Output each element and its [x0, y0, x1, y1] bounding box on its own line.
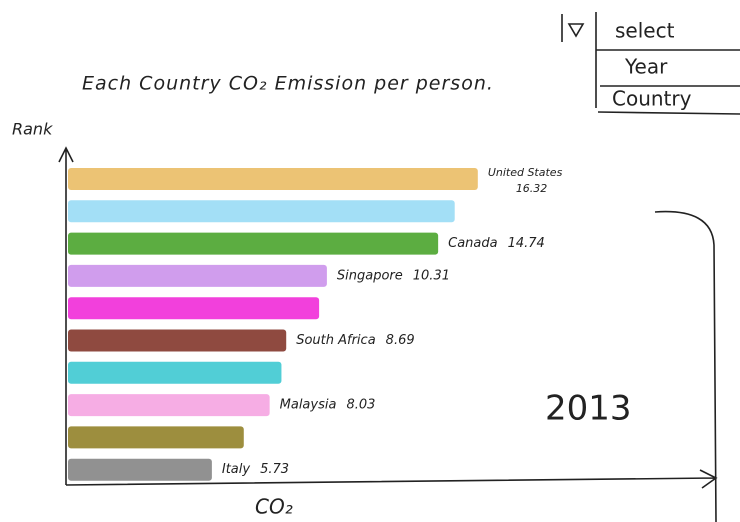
bar-label: Singapore — [337, 268, 403, 283]
value-label: 8.03 — [346, 398, 375, 413]
select-option[interactable]: Country — [612, 87, 692, 111]
year-annotation: 2013 — [545, 389, 632, 429]
value-label: 16.32 — [516, 182, 548, 195]
bar — [68, 232, 439, 255]
bar-label: Canada — [448, 236, 498, 251]
value-label: 10.31 — [413, 268, 450, 283]
bar — [68, 200, 455, 223]
value-label: 8.69 — [386, 333, 415, 348]
bar — [68, 361, 282, 384]
bar — [68, 458, 212, 481]
axes — [58, 146, 718, 522]
bar — [68, 297, 320, 320]
bar-label: Italy — [222, 462, 251, 477]
select-option[interactable]: Year — [624, 55, 668, 79]
dropdown-icon[interactable] — [567, 23, 585, 38]
select-label[interactable]: select — [615, 19, 675, 43]
bar-label: United States — [488, 166, 563, 179]
bar — [68, 426, 244, 449]
y-axis — [58, 146, 74, 485]
bar-label: South Africa — [296, 333, 375, 348]
x-axis-label: CO₂ — [255, 495, 293, 519]
bracket — [654, 210, 717, 522]
y-axis-label: Rank — [12, 120, 53, 139]
select-widget[interactable] — [561, 12, 740, 115]
bar — [68, 394, 270, 417]
chart-title: Each Country CO₂ Emission per person. — [82, 73, 494, 95]
bar-label: Malaysia — [280, 398, 337, 413]
bar — [68, 264, 327, 287]
value-label: 14.74 — [508, 236, 545, 251]
bar — [68, 168, 478, 190]
select-lines — [561, 12, 740, 115]
bar — [68, 329, 287, 352]
value-label: 5.73 — [260, 462, 289, 477]
